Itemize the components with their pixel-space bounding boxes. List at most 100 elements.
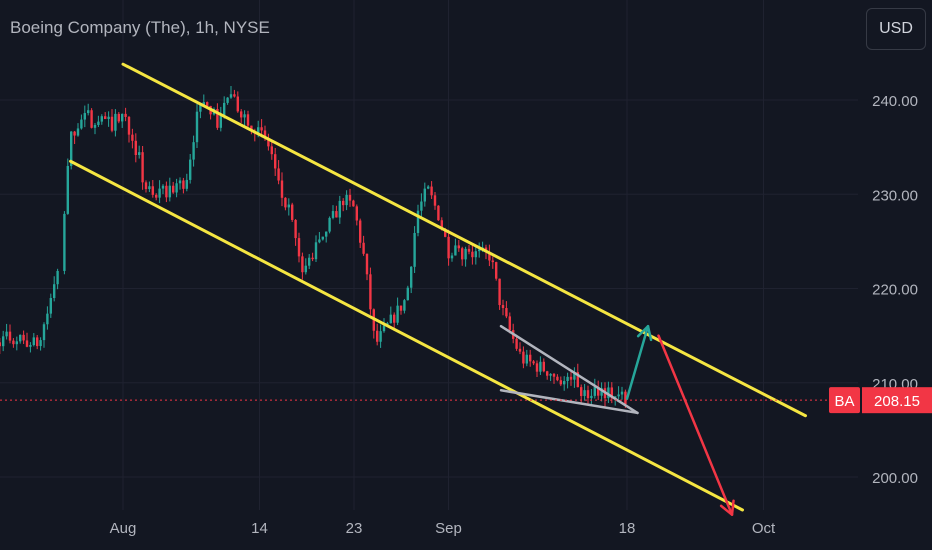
candle-body	[287, 204, 290, 208]
candle-body	[291, 204, 294, 220]
candle-body	[396, 305, 399, 323]
candle-body	[597, 386, 600, 396]
y-tick-label: 200.00	[872, 470, 918, 487]
grid	[0, 0, 858, 510]
candle-body	[454, 245, 457, 256]
candle-body	[93, 124, 97, 128]
candle-body	[467, 248, 471, 252]
candle-body	[219, 115, 222, 128]
candle-body	[403, 300, 406, 311]
candle-body	[382, 325, 386, 332]
candle-body	[314, 242, 318, 260]
candle-body	[413, 232, 416, 267]
x-tick-label: Oct	[752, 520, 776, 537]
candle-body	[32, 337, 35, 346]
candle-body	[518, 348, 522, 352]
candle-body	[529, 354, 532, 362]
candle-body	[192, 142, 195, 160]
candle-body	[311, 257, 314, 260]
currency-button[interactable]: USD	[866, 8, 926, 50]
candle-body	[433, 195, 437, 206]
candle-body	[607, 387, 610, 399]
candle-body	[410, 266, 413, 288]
candle-body	[535, 363, 539, 372]
candle-body	[202, 102, 205, 105]
candle-body	[342, 200, 345, 206]
candle-body	[263, 130, 267, 138]
candle-body	[593, 386, 596, 396]
candle-body	[97, 121, 100, 125]
candle-body	[440, 220, 443, 229]
candle-body	[138, 152, 141, 156]
candle-body	[308, 257, 311, 266]
candle-body	[168, 185, 171, 198]
candle-body	[70, 131, 73, 166]
candle-body	[569, 376, 573, 380]
wedge-upper-line	[499, 324, 639, 415]
candle-body	[586, 390, 590, 399]
candle-body	[107, 116, 110, 120]
candle-body	[5, 331, 8, 337]
y-tick-label: 230.00	[872, 187, 918, 204]
candle-body	[427, 186, 430, 189]
candle-body	[29, 345, 32, 347]
candle-body	[53, 284, 56, 299]
candle-body	[301, 256, 304, 273]
candle-body	[505, 308, 508, 317]
candle-body	[12, 340, 15, 345]
candle-body	[229, 94, 233, 98]
candle-body	[491, 260, 494, 263]
candle-body	[233, 94, 236, 97]
x-tick-label: 18	[619, 520, 636, 537]
candle-body	[362, 242, 365, 254]
candle-body	[189, 159, 192, 180]
candle-body	[175, 183, 178, 193]
candle-body	[165, 185, 168, 198]
candle-body	[236, 96, 239, 112]
candle-body	[87, 110, 90, 114]
candle-body	[525, 354, 528, 364]
candle-body	[552, 373, 556, 377]
candle-body	[325, 231, 328, 237]
candle-body	[56, 270, 59, 285]
candle-body	[182, 180, 185, 189]
candle-body	[36, 337, 39, 347]
candle-body	[365, 253, 369, 275]
bullish-arrow	[625, 324, 650, 401]
candle-body	[199, 104, 202, 112]
candle-body	[148, 186, 151, 190]
chart-title: Boeing Company (The), 1h, NYSE	[10, 18, 270, 37]
candle-body	[379, 331, 382, 342]
candle-body	[124, 113, 127, 117]
candle-body	[573, 372, 576, 380]
candle-body	[274, 154, 277, 169]
candle-body	[117, 113, 120, 122]
candle-body	[134, 140, 137, 156]
candle-body	[63, 213, 66, 271]
candle-body	[542, 361, 545, 372]
candle-body	[576, 372, 579, 388]
candle-body	[624, 391, 627, 405]
candle-body	[444, 228, 447, 237]
wedge-lower-line	[499, 389, 639, 415]
candle-body	[25, 340, 29, 347]
candle-body	[416, 210, 420, 233]
candle-body	[478, 249, 481, 252]
candle-body	[559, 380, 562, 385]
candle-body	[406, 287, 409, 301]
candle-body	[610, 387, 613, 399]
candle-body	[141, 152, 144, 183]
candle-body	[620, 391, 624, 395]
candle-body	[294, 219, 297, 239]
candle-body	[420, 201, 423, 211]
last-price-label: BA 208.15	[829, 387, 932, 414]
candle-body	[359, 220, 362, 243]
candle-body	[0, 342, 2, 347]
candle-body	[532, 361, 535, 364]
bearish-arrow-head	[719, 499, 735, 516]
candle-body	[522, 351, 525, 364]
candle-body	[464, 248, 467, 260]
candle-body	[240, 111, 243, 118]
